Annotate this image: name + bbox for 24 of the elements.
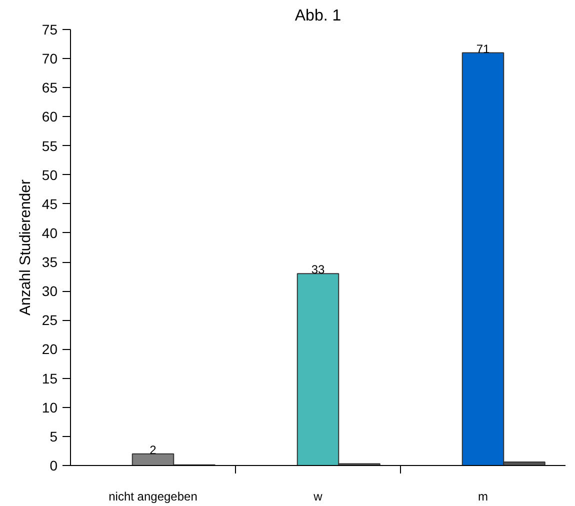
- data-label: 33: [311, 262, 325, 277]
- y-tick-label: 20: [42, 341, 58, 358]
- x-tick-label: m: [478, 490, 488, 504]
- chart-title: Abb. 1: [294, 8, 342, 24]
- y-tick-label: 65: [42, 80, 58, 96]
- y-tick-label: 15: [42, 370, 58, 386]
- y-tick-label: 50: [42, 166, 58, 183]
- y-tick-label: 30: [42, 283, 58, 300]
- y-tick-label: 70: [42, 50, 58, 67]
- y-tick-label: 45: [42, 196, 58, 212]
- y-tick-label: 75: [42, 22, 58, 38]
- data-label: 71: [476, 42, 490, 56]
- y-tick-label: 55: [42, 138, 58, 154]
- y-tick-label: 35: [42, 254, 58, 270]
- y-tick-label: 60: [42, 108, 58, 125]
- y-tick-label: 25: [42, 312, 58, 328]
- data-label: 2: [150, 442, 157, 457]
- x-tick-label: w: [312, 490, 323, 504]
- y-tick-label: 10: [42, 399, 58, 416]
- x-tick-label: nicht angegeben: [108, 490, 198, 504]
- y-axis-title: Anzahl Studierender: [16, 180, 34, 316]
- y-tick-label: 40: [42, 224, 58, 241]
- y-tick-label: 5: [50, 428, 58, 444]
- y-tick-label: 0: [50, 458, 58, 474]
